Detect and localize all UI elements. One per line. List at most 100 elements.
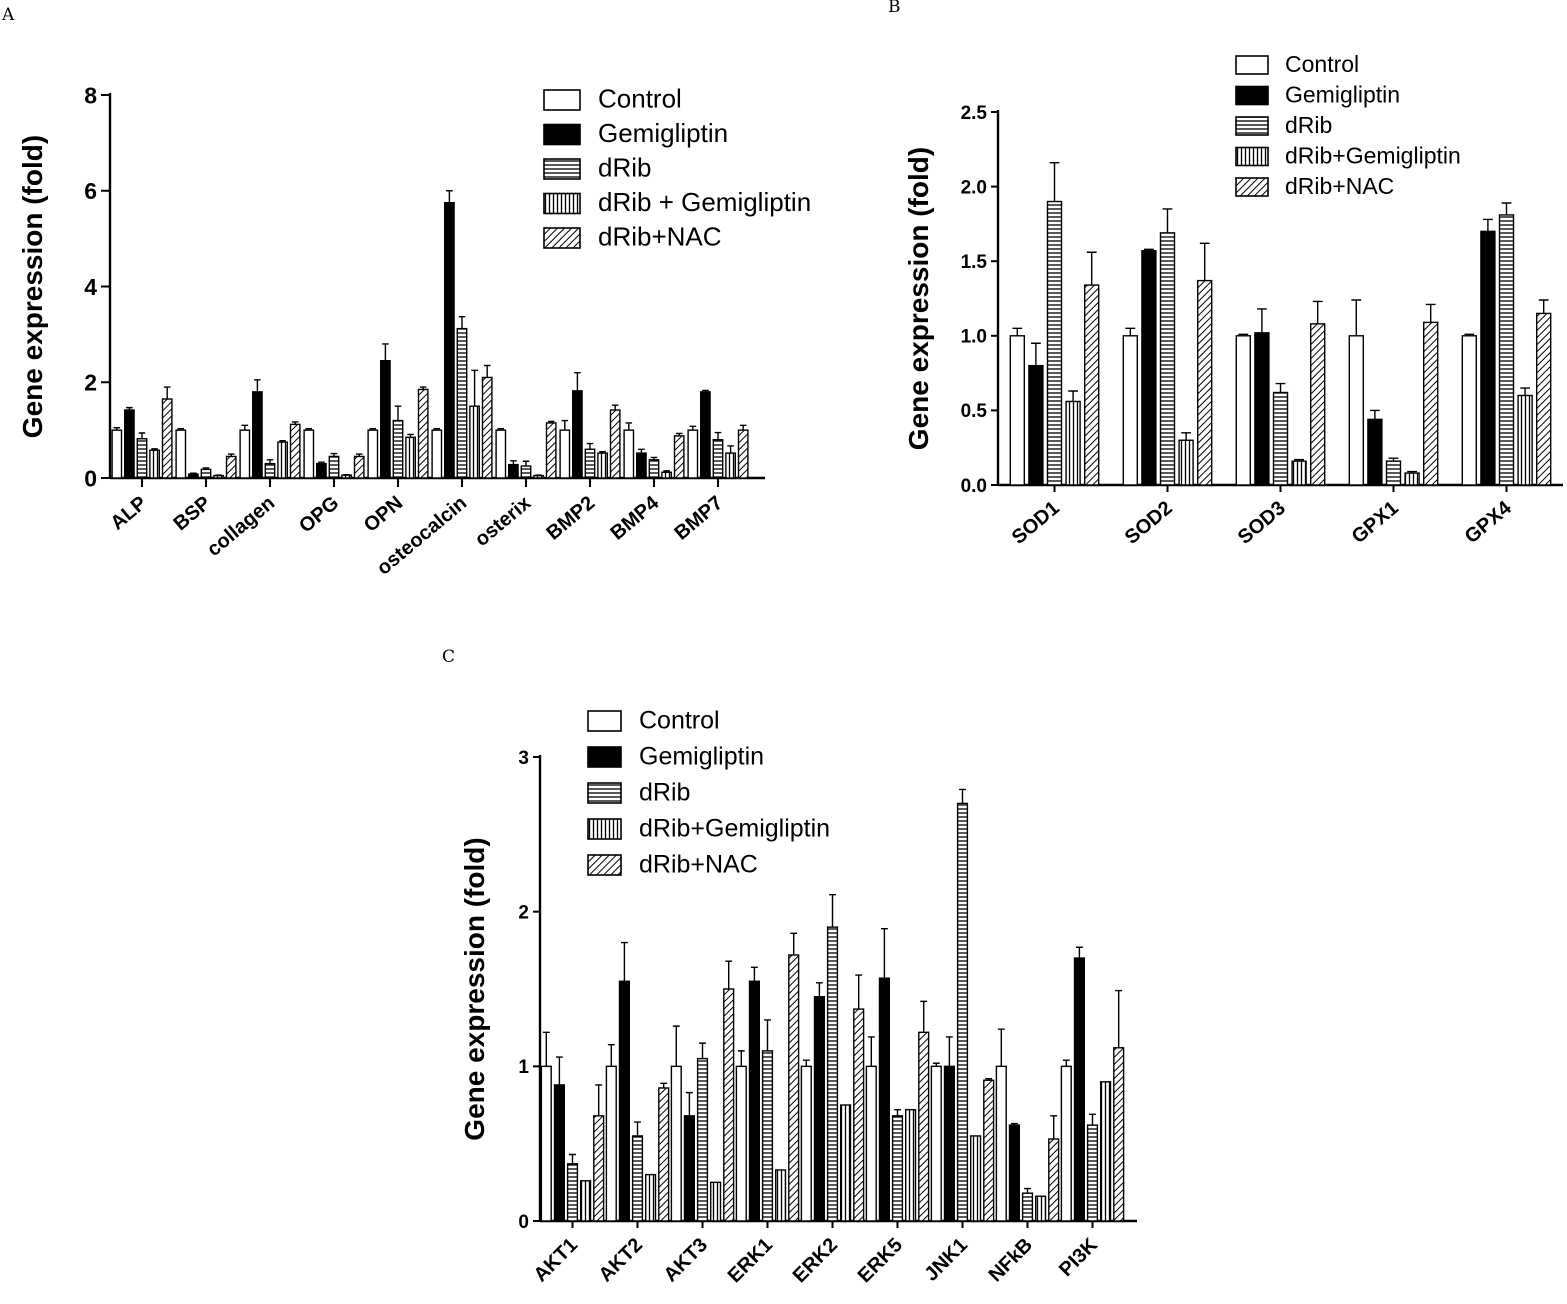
- legend-swatch-gemigliptin: [587, 746, 622, 768]
- y-tick-label: 2.0: [961, 177, 987, 198]
- y-axis-label: Gene expression (fold): [17, 135, 48, 438]
- legend: Control Gemigliptin dRib dRib+Gemigliptin dR…: [1235, 51, 1461, 199]
- bar-gemigliptin-bmp4: [636, 452, 647, 479]
- error-bar-drib-gpx1: [1388, 457, 1399, 462]
- error-bar-gemigliptin-nfkb: [1010, 1122, 1018, 1126]
- bar-drib-nac-akt1: [593, 1115, 605, 1222]
- y-axis-label: Gene expression (fold): [459, 837, 490, 1140]
- error-bar-drib-gemigliptin-collagen: [279, 439, 286, 443]
- bar-drib-nac-erk2: [853, 1008, 865, 1222]
- legend-label-drib: dRib: [1285, 112, 1332, 138]
- x-tick-label: SOD3: [1234, 497, 1290, 549]
- y-tick-label: 2.5: [961, 103, 988, 124]
- legend-label-drib-nac: dRib+NAC: [1285, 173, 1394, 199]
- bar-drib-opg: [328, 455, 340, 479]
- x-tick-label: AKT1: [530, 1234, 582, 1286]
- legend-label-drib-gemigliptin: dRib+Gemigliptin: [1285, 142, 1461, 168]
- error-bar-control-jnk1: [932, 1062, 940, 1067]
- y-axis-label: Gene expression (fold): [903, 147, 934, 450]
- x-tick-label: collagen: [203, 492, 279, 561]
- error-bar-drib-opn: [394, 405, 402, 421]
- error-bar-drib-nac-sod1: [1086, 251, 1097, 286]
- error-bar-gemigliptin-bmp7: [702, 389, 709, 392]
- x-tick-label: BMP7: [670, 492, 727, 545]
- error-bar-drib-akt3: [699, 1042, 706, 1059]
- bar-control-sod3: [1235, 335, 1252, 486]
- bar-drib-nac-erk1: [788, 954, 800, 1222]
- legend-swatch-drib-gemigliptin: [543, 192, 581, 215]
- bar-drib-gemigliptin-osteocalcin: [469, 405, 480, 479]
- error-bar-control-erk2: [802, 1059, 810, 1067]
- error-bar-control-erk1: [737, 1050, 745, 1067]
- error-bar-drib-nac-bmp2: [611, 404, 619, 411]
- bar-drib-bsp: [200, 468, 212, 479]
- bar-drib-erk1: [761, 1050, 774, 1222]
- bar-control-erk2: [800, 1065, 812, 1222]
- bar-gemigliptin-opg: [316, 462, 327, 479]
- error-bar-drib-jnk1: [959, 788, 966, 804]
- bar-control-akt1: [540, 1065, 552, 1222]
- error-bar-gemigliptin-bsp: [190, 472, 197, 475]
- error-bar-drib-gemigliptin-sod2: [1181, 432, 1191, 441]
- legend-swatch-drib-gemigliptin: [587, 818, 622, 840]
- bar-gemigliptin-collagen: [251, 391, 263, 479]
- bar-drib-akt2: [631, 1135, 644, 1222]
- bar-gemigliptin-bmp2: [572, 390, 583, 479]
- error-bar-control-bmp7: [689, 425, 697, 431]
- legend-label-drib-gemigliptin: dRib+Gemigliptin: [639, 815, 830, 843]
- bar-gemigliptin-gpx4: [1480, 230, 1496, 486]
- error-bar-drib-nac-erk5: [920, 1000, 928, 1033]
- x-tick-label: PI3K: [1055, 1234, 1102, 1281]
- bar-control-akt2: [605, 1065, 617, 1222]
- y-tick-label: 0.5: [961, 401, 988, 422]
- x-tick-label: NFkB: [985, 1234, 1037, 1286]
- x-tick-label: SOD1: [1008, 497, 1064, 549]
- error-bar-drib-nac-bsp: [227, 453, 235, 457]
- bar-drib-nac-collagen: [289, 423, 301, 479]
- error-bar-drib-nac-akt3: [725, 960, 733, 989]
- x-tick-label: OPG: [295, 492, 343, 537]
- bar-drib-gemigliptin-opg: [341, 474, 352, 479]
- legend-swatch-drib: [1235, 116, 1269, 136]
- bar-control-collagen: [239, 429, 251, 479]
- bar-drib-erk5: [891, 1115, 904, 1222]
- bar-gemigliptin-nfkb: [1008, 1124, 1021, 1222]
- panel-label-c: C: [442, 647, 455, 667]
- x-tick-label: SOD2: [1121, 497, 1177, 549]
- bar-drib-osterix: [520, 465, 532, 479]
- bar-control-erk1: [735, 1065, 747, 1222]
- error-bar-gemigliptin-gpx1: [1370, 409, 1380, 420]
- y-tick-label: 0.0: [961, 476, 987, 497]
- bar-control-nfkb: [995, 1065, 1007, 1222]
- x-tick-label: AKT2: [595, 1234, 647, 1286]
- legend: Control Gemigliptin dRib dRib + Gemigliptin…: [543, 84, 811, 252]
- legend-swatch-control: [587, 710, 622, 732]
- error-bar-drib-nac-bmp7: [739, 424, 747, 431]
- bar-drib-nac-bmp7: [737, 429, 749, 479]
- bar-drib-gemigliptin-alp: [149, 449, 160, 479]
- y-tick-label: 1: [518, 1057, 529, 1078]
- bar-drib-nac-gpx1: [1422, 321, 1439, 486]
- bar-gemigliptin-osterix: [508, 463, 519, 479]
- bar-drib-nac-bmp4: [673, 435, 685, 479]
- bar-drib-gemigliptin-sod3: [1291, 460, 1307, 486]
- error-bar-control-opg: [305, 427, 313, 431]
- bar-drib-alp: [136, 438, 148, 479]
- bar-drib-gemigliptin-sod1: [1065, 400, 1081, 486]
- error-bar-drib-alp: [138, 432, 146, 439]
- bar-control-opn: [367, 429, 379, 479]
- bar-drib-sod1: [1046, 200, 1063, 486]
- legend-swatch-control: [1235, 55, 1269, 75]
- bar-drib-akt3: [696, 1057, 709, 1222]
- error-bar-gemigliptin-opg: [318, 461, 325, 464]
- bar-drib-nac-opg: [353, 455, 365, 479]
- error-bar-drib-gemigliptin-bmp4: [663, 470, 670, 473]
- y-tick-label: 6: [84, 178, 97, 204]
- error-bar-drib-sod1: [1049, 162, 1060, 202]
- error-bar-drib-nac-erk2: [855, 974, 863, 1010]
- error-bar-gemigliptin-bmp4: [638, 448, 645, 454]
- error-bar-drib-sod2: [1162, 208, 1173, 233]
- x-tick-label: GPX1: [1348, 497, 1403, 548]
- panel-label-b: B: [888, 0, 901, 17]
- bar-gemigliptin-gpx1: [1367, 418, 1383, 486]
